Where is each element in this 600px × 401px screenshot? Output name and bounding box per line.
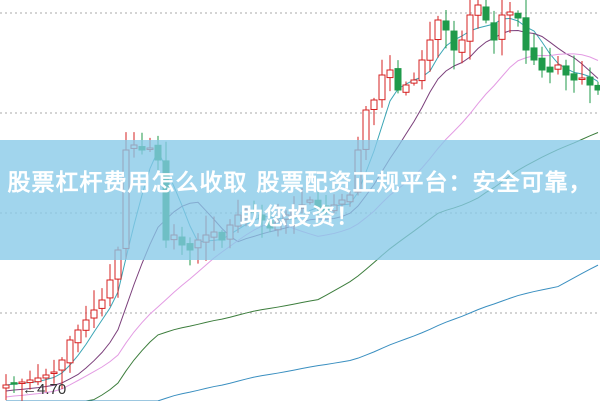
candle — [490, 10, 498, 54]
candle — [562, 59, 570, 91]
candle — [458, 30, 466, 64]
candle — [482, 0, 490, 24]
candle — [594, 81, 600, 95]
candle — [82, 305, 90, 338]
candle — [370, 97, 378, 126]
candle — [506, 2, 514, 33]
candle — [466, 0, 474, 60]
candle — [434, 15, 442, 58]
candle — [530, 33, 538, 66]
candle — [538, 46, 546, 78]
candle — [58, 357, 66, 389]
candle — [522, 0, 530, 64]
candle — [578, 61, 586, 85]
candle — [34, 364, 42, 386]
candle — [570, 55, 578, 93]
candle — [394, 60, 402, 94]
candle — [546, 47, 554, 84]
candle — [442, 9, 450, 49]
candle — [386, 55, 394, 92]
candle — [50, 359, 58, 384]
ma70-line — [6, 264, 599, 401]
candle — [418, 50, 426, 90]
low-price-label: 4.70 — [37, 381, 67, 398]
candle — [554, 55, 562, 75]
candle — [2, 374, 10, 401]
candle — [74, 324, 82, 353]
candle — [450, 20, 458, 70]
candle — [90, 290, 98, 329]
candle — [10, 376, 18, 393]
candle — [402, 81, 410, 96]
candle — [26, 370, 34, 390]
candle — [514, 10, 522, 27]
headline-banner: 股票杠杆费用怎么收取 股票配资正规平台：安全可靠，助您投资！ — [0, 140, 600, 260]
candle — [98, 288, 106, 317]
candle — [410, 72, 418, 86]
candle — [498, 0, 506, 56]
candle — [42, 368, 50, 393]
candle — [378, 59, 386, 108]
arrow-left-icon: ← — [22, 381, 37, 398]
headline-text: 股票杠杆费用怎么收取 股票配资正规平台：安全可靠，助您投资！ — [7, 170, 593, 230]
candle — [106, 264, 114, 307]
candle — [586, 67, 594, 104]
low-price-marker: ←4.70 — [22, 381, 66, 398]
candle — [474, 0, 482, 29]
candle — [18, 378, 26, 401]
candle — [66, 335, 74, 373]
candle — [426, 21, 434, 72]
